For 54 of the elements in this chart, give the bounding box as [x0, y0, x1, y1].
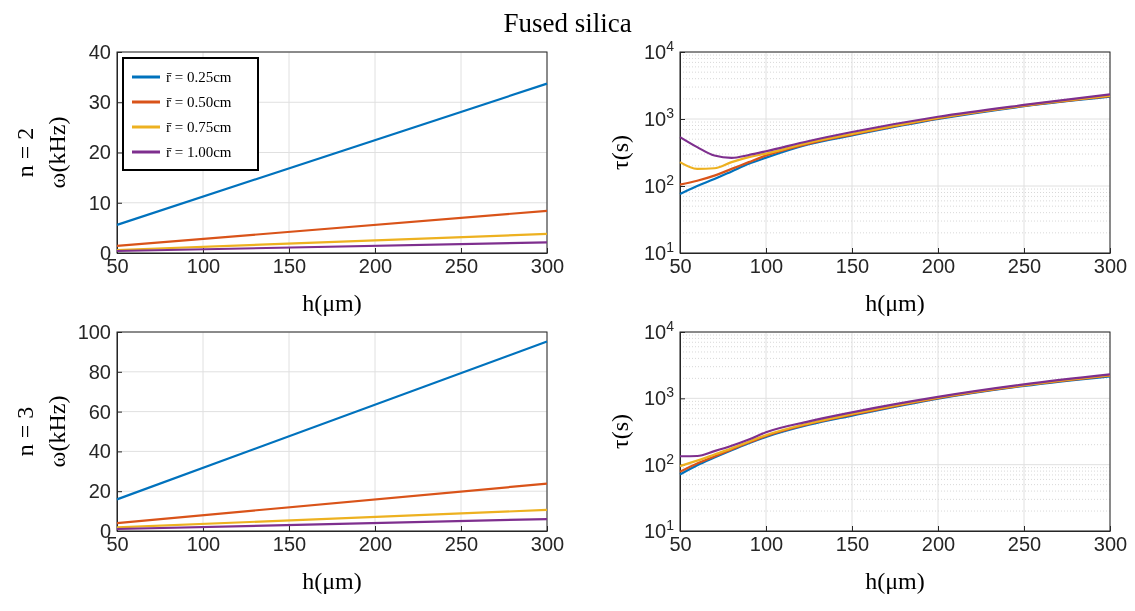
text: n = 3: [12, 406, 38, 457]
y-tick-label: 40: [88, 440, 111, 463]
x-tick-label: 300: [1093, 255, 1128, 278]
y-tick-label: 60: [88, 400, 111, 423]
y-tick-label: 10: [88, 191, 111, 214]
legend-label: r̄ = 1.00cm: [166, 144, 232, 160]
y-tick-label: 10$^{3}$: [643, 104, 675, 130]
chart-title: Fused silica: [503, 8, 632, 38]
x-tick-label: 200: [358, 255, 393, 278]
y-tick-label: 10$^{2}$: [643, 450, 675, 476]
y-tick-label: 10$^{2}$: [643, 171, 675, 197]
x-axis-title: h(μm): [865, 290, 925, 316]
x-axis-title: h(μm): [302, 290, 362, 316]
y-tick-label: 100: [77, 320, 111, 343]
y-tick-label: 40: [88, 40, 111, 63]
x-tick-label: 150: [272, 533, 307, 556]
y-axis-title: ω(kHz): [44, 395, 70, 468]
x-tick-label: 100: [186, 255, 221, 278]
x-tick-label: 300: [530, 533, 565, 556]
y-axis-title: τ(s): [607, 135, 633, 170]
y-axis-title: τ(s): [607, 414, 633, 449]
x-tick-label: 50: [669, 255, 692, 278]
x-tick-label: 250: [444, 255, 479, 278]
y-axis-title: ω(kHz): [44, 116, 70, 189]
line-series: [678, 93, 1112, 159]
x-tick-label: 100: [186, 533, 221, 556]
text: n = 2: [12, 127, 38, 178]
legend-label: r̄ = 0.50cm: [166, 94, 232, 110]
y-tick-label: 10$^{3}$: [643, 384, 675, 410]
y-tick-label: 10$^{4}$: [643, 37, 675, 63]
x-tick-label: 300: [1093, 533, 1128, 556]
legend-label: r̄ = 0.75cm: [166, 119, 232, 135]
x-tick-label: 50: [669, 533, 692, 556]
y-tick-label: 30: [88, 91, 111, 114]
y-tick-label: 20: [88, 141, 111, 164]
x-tick-label: 150: [272, 255, 307, 278]
x-tick-label: 250: [1007, 533, 1042, 556]
y-tick-label: 80: [88, 360, 111, 383]
x-tick-label: 200: [358, 533, 393, 556]
x-tick-label: 100: [749, 255, 784, 278]
x-tick-label: 250: [444, 533, 479, 556]
x-tick-label: 150: [835, 533, 870, 556]
y-tick-label: 20: [88, 480, 111, 503]
x-tick-label: 200: [921, 255, 956, 278]
x-tick-label: 200: [921, 533, 956, 556]
x-axis-title: h(μm): [865, 568, 925, 594]
x-tick-label: 100: [749, 533, 784, 556]
x-tick-label: 250: [1007, 255, 1042, 278]
x-tick-label: 150: [835, 255, 870, 278]
x-axis-title: h(μm): [302, 568, 362, 594]
y-tick-label: 10$^{4}$: [643, 317, 675, 343]
x-tick-label: 300: [530, 255, 565, 278]
line-series: [678, 94, 1112, 170]
legend-label: r̄ = 0.25cm: [166, 69, 232, 85]
